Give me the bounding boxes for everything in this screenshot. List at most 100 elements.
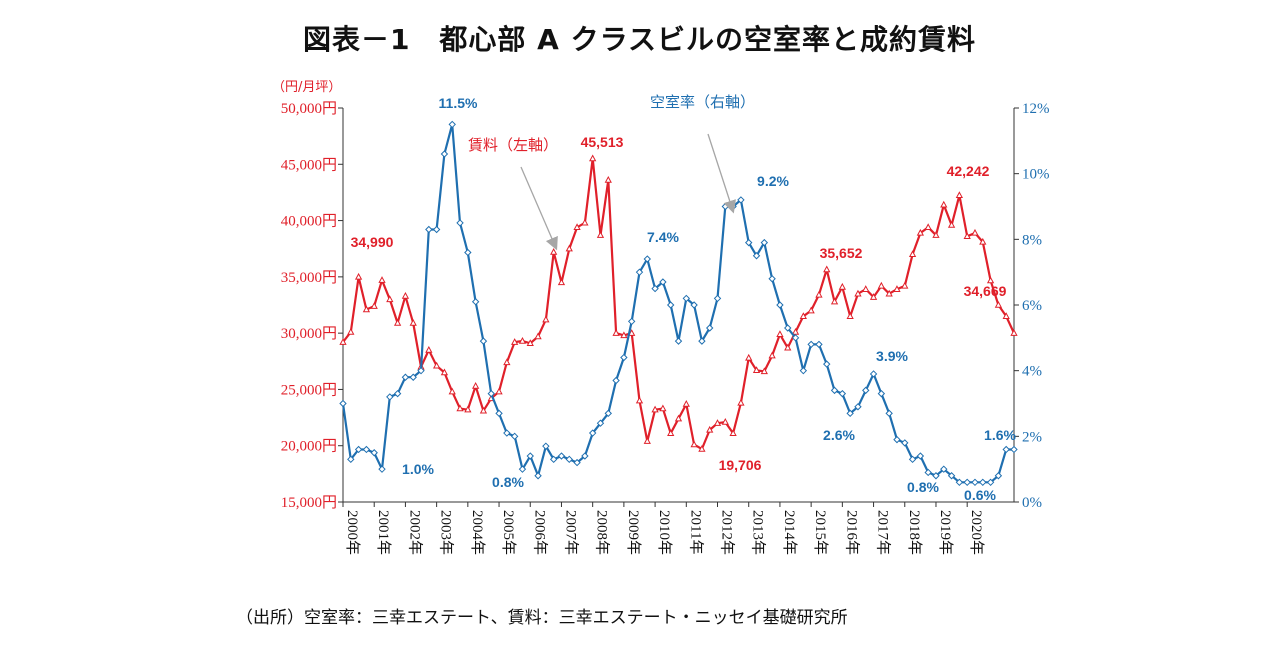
vacancy-data-label: 3.9% bbox=[876, 348, 908, 364]
rent-data-point bbox=[760, 367, 768, 375]
rent-data-point bbox=[596, 231, 605, 238]
x-axis-tick-label: 2020年 bbox=[968, 510, 985, 555]
vacancy-data-point bbox=[690, 301, 698, 309]
right-axis-tick-label: 8% bbox=[1022, 232, 1042, 248]
rent-data-point bbox=[565, 244, 573, 252]
vacancy-data-point bbox=[971, 478, 979, 487]
vacancy-data-point bbox=[838, 389, 847, 398]
left-axis-tick-label: 50,000円 bbox=[281, 101, 337, 117]
rent-data-point bbox=[440, 368, 449, 376]
vacancy-data-point bbox=[393, 389, 402, 398]
right-axis-tick-label: 4% bbox=[1022, 364, 1042, 380]
vacancy-data-point bbox=[1002, 445, 1010, 454]
rent-data-point bbox=[526, 339, 534, 346]
rent-data-point bbox=[838, 282, 846, 290]
rent-data-point bbox=[589, 154, 597, 162]
vacancy-data-point bbox=[784, 324, 792, 332]
vacancy-data-point bbox=[807, 340, 815, 349]
rent-legend-label: 賃料（左軸） bbox=[468, 136, 558, 154]
rent-data-point bbox=[432, 361, 441, 369]
vacancy-data-label: 1.6% bbox=[984, 427, 1016, 443]
rent-data-point bbox=[955, 191, 964, 199]
right-axis-tick-label: 0% bbox=[1022, 495, 1042, 511]
vacancy-data-point bbox=[347, 455, 355, 464]
vacancy-data-point bbox=[425, 225, 433, 234]
vacancy-data-point bbox=[869, 370, 878, 378]
vacancy-data-point bbox=[495, 409, 503, 418]
vacancy-data-label: 9.2% bbox=[757, 173, 789, 189]
vacancy-data-point bbox=[698, 337, 706, 345]
rent-data-label: 34,990 bbox=[351, 234, 394, 250]
rent-data-point bbox=[768, 351, 776, 359]
vacancy-data-point bbox=[417, 366, 425, 375]
rent-data-point bbox=[370, 302, 378, 309]
vacancy-data-point bbox=[674, 337, 683, 345]
rent-data-label: 35,652 bbox=[820, 245, 863, 261]
rent-data-point bbox=[362, 305, 371, 313]
rent-data-point bbox=[393, 318, 402, 326]
rent-data-point bbox=[854, 289, 862, 297]
x-axis-tick-label: 2012年 bbox=[719, 510, 736, 555]
rent-data-point bbox=[901, 281, 909, 289]
rent-data-point bbox=[674, 414, 683, 422]
source-note: （出所）空室率：三幸エステート、賃料：三幸エステート・ニッセイ基礎研究所 bbox=[236, 608, 848, 628]
rent-data-point bbox=[448, 387, 456, 395]
vacancy-data-point bbox=[471, 298, 480, 306]
vacancy-data-label: 2.6% bbox=[823, 427, 855, 443]
vacancy-data-point bbox=[581, 452, 589, 460]
vacancy-data-point bbox=[908, 455, 917, 464]
vacancy-data-point bbox=[932, 472, 940, 480]
rent-data-point bbox=[698, 444, 706, 452]
x-axis-tick-label: 2019年 bbox=[937, 510, 954, 555]
rent-data-point bbox=[690, 440, 698, 448]
vacancy-data-point bbox=[542, 442, 550, 450]
rent-data-point bbox=[947, 221, 956, 228]
x-axis-tick-label: 2016年 bbox=[843, 510, 860, 555]
vacancy-data-point bbox=[979, 478, 987, 487]
x-axis-tick-label: 2017年 bbox=[875, 510, 892, 555]
vacancy-data-label: 0.8% bbox=[492, 474, 524, 490]
rent-data-point bbox=[386, 295, 394, 303]
rent-data-point bbox=[721, 418, 729, 425]
vacancy-data-point bbox=[737, 196, 745, 204]
x-axis-tick-label: 2001年 bbox=[375, 510, 392, 555]
vacancy-data-label: 1.0% bbox=[402, 461, 434, 477]
rent-data-point bbox=[846, 312, 854, 319]
rent-data-point bbox=[706, 425, 714, 433]
rent-data-point bbox=[745, 353, 753, 361]
vacancy-data-point bbox=[409, 373, 417, 381]
x-axis-tick-label: 2005年 bbox=[500, 510, 517, 555]
rent-data-point bbox=[635, 396, 644, 404]
vacancy-data-point bbox=[940, 465, 948, 473]
right-axis-tick-label: 6% bbox=[1022, 298, 1042, 314]
left-axis-tick-label: 35,000円 bbox=[281, 270, 337, 286]
rent-data-point bbox=[378, 276, 386, 283]
x-axis-tick-label: 2011年 bbox=[687, 510, 704, 554]
rent-data-point bbox=[893, 285, 901, 292]
vacancy-data-point bbox=[370, 449, 378, 457]
rent-data-point bbox=[479, 406, 488, 414]
rent-data-point bbox=[737, 398, 745, 406]
rent-data-point bbox=[667, 429, 675, 437]
rent-data-point bbox=[651, 405, 659, 413]
vacancy-data-point bbox=[339, 399, 347, 408]
vacancy-data-point bbox=[464, 248, 472, 257]
vacancy-data-point bbox=[986, 478, 995, 487]
vacancy-data-point bbox=[955, 478, 964, 487]
rent-data-point bbox=[916, 228, 925, 236]
rent-data-point bbox=[354, 272, 363, 280]
vacancy-data-point bbox=[565, 455, 573, 464]
vacancy-legend-arrow bbox=[707, 133, 736, 214]
rent-data-point bbox=[807, 306, 815, 314]
vacancy-data-point bbox=[362, 445, 371, 454]
vacancy-data-point bbox=[1010, 445, 1018, 454]
x-axis-tick-label: 2015年 bbox=[812, 510, 829, 555]
vacancy-data-point bbox=[659, 278, 667, 286]
rent-data-label: 45,513 bbox=[581, 134, 624, 150]
rent-legend-arrow bbox=[520, 166, 558, 251]
rent-data-point bbox=[472, 381, 480, 389]
vacancy-data-point bbox=[534, 472, 542, 480]
left-axis-tick-label: 25,000円 bbox=[281, 382, 337, 398]
rent-data-point bbox=[971, 228, 979, 236]
